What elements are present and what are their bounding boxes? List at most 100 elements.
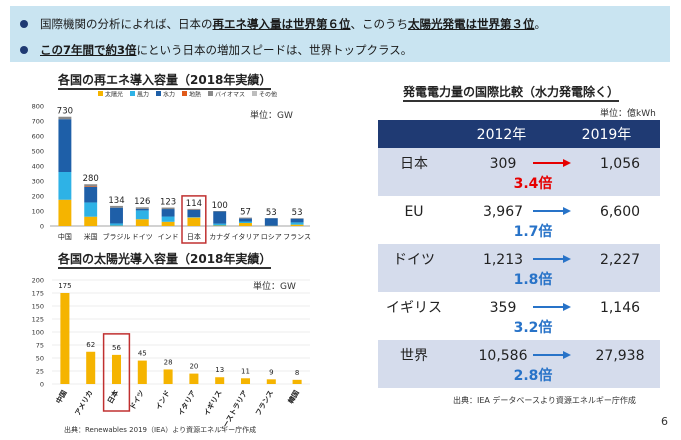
highlight-box	[181, 195, 207, 244]
table-value-2019: 2,227	[600, 252, 640, 268]
category-label: アメリカ	[74, 389, 95, 417]
category-label: インド	[158, 233, 179, 241]
legend-label-0: 太陽光	[105, 91, 123, 99]
y-tick-label: 75	[36, 342, 44, 350]
bar-segment-米国	[84, 216, 98, 226]
table-ratio: 1.7倍	[514, 223, 553, 240]
table-ratio: 3.2倍	[514, 319, 553, 336]
table-value-2019: 27,938	[596, 348, 645, 364]
y-tick-label: 200	[32, 277, 44, 285]
bar-segment-日本	[187, 208, 201, 210]
chart2-unit: 単位：GW	[253, 282, 296, 292]
category-label: イタリア	[232, 232, 260, 241]
table-value-2012: 1,213	[483, 252, 523, 268]
bullet-dot-icon	[20, 20, 28, 28]
table-header-2019: 2019年	[582, 127, 632, 143]
bar-segment-インド	[161, 216, 175, 222]
table-value-2012: 3,967	[483, 204, 523, 220]
legend-label-1: 風力	[137, 91, 149, 99]
bar-value-label: 9	[269, 368, 273, 376]
trend-arrowhead-icon	[563, 255, 571, 263]
table-value-2012: 309	[490, 156, 517, 172]
bar-total-label: 53	[292, 208, 303, 218]
bar-segment-ドイツ	[135, 210, 149, 220]
bar-韓国	[292, 379, 302, 384]
category-label: フランス	[254, 389, 275, 417]
category-label: 中国	[58, 232, 72, 241]
legend-label-5: その他	[259, 91, 277, 99]
y-tick-label: 0	[40, 381, 44, 389]
bar-segment-中国	[58, 199, 72, 226]
bar-value-label: 13	[215, 366, 224, 374]
bar-segment-米国	[84, 202, 98, 217]
trend-arrowhead-icon	[563, 159, 571, 167]
category-label: ロシア	[261, 233, 282, 241]
bullet1-text-post: 。	[534, 17, 547, 31]
bar-segment-ドイツ	[135, 208, 149, 211]
bar-segment-米国	[84, 186, 98, 187]
category-label: ブラジル	[103, 232, 131, 241]
bar-value-label: 62	[86, 341, 95, 349]
table-row	[378, 244, 660, 292]
table-header-row	[378, 120, 660, 148]
y-tick-label: 50	[36, 355, 44, 363]
y-tick-label: 600	[32, 133, 44, 141]
y-tick-label: 125	[32, 316, 44, 324]
bar-segment-中国	[58, 116, 72, 120]
bar-total-label: 280	[83, 174, 99, 184]
bar-total-label: 114	[186, 199, 202, 209]
bar-total-label: 123	[160, 198, 176, 208]
bar-フランス	[266, 379, 276, 384]
summary-bullet-1: 国際機関の分析によれば、日本の再エネ導入量は世界第６位、このうち太陽光発電は世界…	[20, 16, 547, 32]
table-row-label: 世界	[400, 348, 428, 364]
bar-segment-インド	[161, 207, 175, 210]
bar-segment-ブラジル	[110, 207, 123, 224]
bar-中国	[60, 293, 70, 384]
bullet1-emphasis-2: 太陽光発電は世界第３位	[408, 17, 535, 31]
bar-value-label: 45	[138, 350, 147, 358]
table-ratio: 3.4倍	[514, 175, 553, 192]
bar-segment-ロシア	[264, 218, 278, 226]
category-label: ドイツ	[129, 389, 146, 411]
bar-total-label: 126	[134, 197, 150, 207]
table-row-label: EU	[404, 204, 423, 220]
legend-swatch-3	[182, 91, 187, 96]
table-title: 発電電力量の国際比較（水力発電除く）	[403, 83, 620, 102]
table-unit: 単位：億kWh	[600, 109, 656, 119]
y-tick-label: 25	[36, 368, 44, 376]
bullet-dot-icon	[20, 46, 28, 54]
bar-segment-ドイツ	[135, 219, 149, 226]
bar-value-label: 28	[164, 358, 173, 366]
y-tick-label: 800	[32, 103, 44, 111]
legend-swatch-0	[98, 91, 103, 96]
bar-segment-フランス	[290, 222, 304, 225]
table-ratio: 1.8倍	[514, 271, 553, 288]
bar-イギリス	[215, 377, 225, 384]
y-tick-label: 100	[32, 208, 44, 216]
table-row	[378, 148, 660, 196]
category-label: 韓国	[286, 389, 301, 406]
table-ratio: 2.8倍	[514, 367, 553, 384]
y-tick-label: 400	[32, 163, 44, 171]
table-row	[378, 196, 660, 244]
bar-value-label: 8	[295, 369, 299, 377]
table-value-2019: 1,056	[600, 156, 640, 172]
summary-bullet-2: この7年間で約3倍にという日本の増加スピードは、世界トップクラス。	[20, 42, 412, 58]
category-label: インド	[154, 389, 171, 411]
bar-segment-中国	[58, 172, 72, 200]
summary-banner: 国際機関の分析によれば、日本の再エネ導入量は世界第６位、このうち太陽光発電は世界…	[10, 6, 670, 62]
solar-capacity-chart: 0 25 50 75 100 125 150 175 200 175 中国 62 アメリカ 56 日本 45 ド…	[32, 277, 310, 428]
bar-value-label: 11	[241, 367, 250, 375]
bar-segment-米国	[84, 187, 98, 203]
legend-swatch-5	[252, 91, 257, 96]
bar-segment-カナダ	[213, 211, 227, 224]
bar-segment-フランス	[290, 218, 304, 223]
category-label: イギリス	[202, 389, 224, 418]
legend-swatch-1	[130, 91, 135, 96]
bar-total-label: 134	[108, 196, 124, 206]
y-tick-label: 300	[32, 178, 44, 186]
bar-segment-ブラジル	[110, 205, 123, 208]
highlight-box	[102, 333, 131, 412]
y-tick-label: 0	[40, 223, 44, 231]
legend-label-2: 水力	[163, 91, 175, 99]
